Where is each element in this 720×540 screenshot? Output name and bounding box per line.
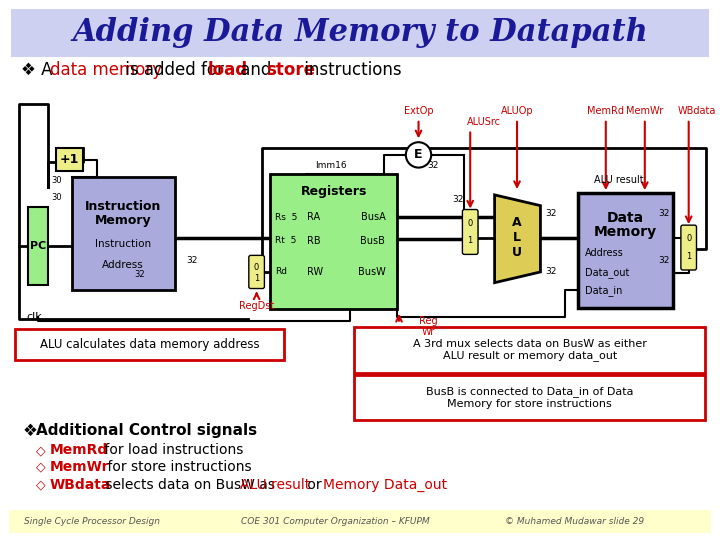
Text: Registers: Registers xyxy=(300,185,367,199)
Text: MemRd: MemRd xyxy=(50,443,108,457)
Text: 1: 1 xyxy=(467,236,473,245)
Text: data memory: data memory xyxy=(50,61,162,79)
Text: RegDst: RegDst xyxy=(239,301,274,311)
Text: for store instructions: for store instructions xyxy=(102,460,251,474)
Text: store: store xyxy=(266,61,315,79)
Text: 0: 0 xyxy=(686,234,691,244)
Text: 0: 0 xyxy=(467,219,473,228)
Text: RW: RW xyxy=(307,267,323,277)
FancyBboxPatch shape xyxy=(14,328,284,360)
Text: 30: 30 xyxy=(51,176,61,185)
Text: A 3rd mux selects data on BusW as either
ALU result or memory data_out: A 3rd mux selects data on BusW as either… xyxy=(413,339,647,361)
Text: BusA: BusA xyxy=(361,212,385,222)
Text: Single Cycle Processor Design: Single Cycle Processor Design xyxy=(24,517,160,526)
FancyBboxPatch shape xyxy=(11,9,709,57)
FancyBboxPatch shape xyxy=(55,148,83,172)
Text: WBdata: WBdata xyxy=(50,477,111,491)
Text: selects data on BusW as: selects data on BusW as xyxy=(101,477,279,491)
Circle shape xyxy=(406,142,431,167)
FancyBboxPatch shape xyxy=(28,207,48,285)
Text: MemRd: MemRd xyxy=(588,106,624,116)
Text: MemWr: MemWr xyxy=(626,106,663,116)
Text: ◇: ◇ xyxy=(36,478,46,491)
Text: WBdata: WBdata xyxy=(678,106,716,116)
Text: 32: 32 xyxy=(452,195,463,204)
Text: MemWr: MemWr xyxy=(50,460,109,474)
Text: BusW: BusW xyxy=(358,267,385,277)
Text: 32: 32 xyxy=(428,161,438,170)
FancyBboxPatch shape xyxy=(9,510,711,534)
Text: 32: 32 xyxy=(186,256,198,265)
Text: 1: 1 xyxy=(254,274,259,284)
Text: ALU calculates data memory address: ALU calculates data memory address xyxy=(40,338,259,350)
Text: COE 301 Computer Organization – KFUPM: COE 301 Computer Organization – KFUPM xyxy=(241,517,430,526)
Text: E: E xyxy=(414,148,423,161)
Text: ALU result: ALU result xyxy=(594,176,643,185)
Text: 1: 1 xyxy=(686,252,691,261)
Text: A
L
U: A L U xyxy=(512,217,522,259)
Text: Rd: Rd xyxy=(275,267,287,276)
Text: Memory Data_out: Memory Data_out xyxy=(323,477,447,491)
Text: 32: 32 xyxy=(546,267,557,276)
Text: Instruction: Instruction xyxy=(85,200,161,213)
Text: +1: +1 xyxy=(60,153,79,166)
Text: ◇: ◇ xyxy=(36,461,46,474)
Text: Data: Data xyxy=(607,211,644,225)
FancyBboxPatch shape xyxy=(270,174,397,309)
Text: ExtOp: ExtOp xyxy=(404,106,433,116)
Text: Data_out: Data_out xyxy=(585,267,630,279)
Text: 0: 0 xyxy=(254,262,259,272)
Text: ❖ A: ❖ A xyxy=(21,61,58,79)
Text: Address: Address xyxy=(102,260,144,270)
Text: and: and xyxy=(235,61,276,79)
Polygon shape xyxy=(495,195,541,282)
Text: is added for: is added for xyxy=(120,61,229,79)
Text: BusB: BusB xyxy=(361,236,385,246)
Text: © Muhamed Mudawar slide 29: © Muhamed Mudawar slide 29 xyxy=(505,517,644,526)
Text: 32: 32 xyxy=(546,209,557,218)
FancyBboxPatch shape xyxy=(577,193,673,308)
Text: Reg
Wr: Reg Wr xyxy=(419,316,438,338)
FancyBboxPatch shape xyxy=(354,327,706,373)
Text: PC: PC xyxy=(30,241,46,251)
Text: instructions: instructions xyxy=(299,61,401,79)
Text: 32: 32 xyxy=(659,256,670,265)
Text: ALUSrc: ALUSrc xyxy=(467,117,501,127)
Text: Additional Control signals: Additional Control signals xyxy=(36,423,257,438)
FancyBboxPatch shape xyxy=(354,375,706,420)
FancyBboxPatch shape xyxy=(72,177,175,289)
Text: RA: RA xyxy=(307,212,320,222)
Text: Imm16: Imm16 xyxy=(315,161,346,170)
Text: Address: Address xyxy=(585,248,624,259)
Text: Instruction: Instruction xyxy=(95,239,151,248)
Text: clk: clk xyxy=(27,312,42,322)
Text: 32: 32 xyxy=(134,271,145,279)
Text: for load instructions: for load instructions xyxy=(99,443,243,457)
Text: BusB is connected to Data_in of Data
Memory for store instructions: BusB is connected to Data_in of Data Mem… xyxy=(426,387,634,409)
Text: ALU result: ALU result xyxy=(240,477,310,491)
Text: 30: 30 xyxy=(51,193,61,202)
Text: RB: RB xyxy=(307,236,321,246)
Text: Adding Data Memory to Datapath: Adding Data Memory to Datapath xyxy=(72,17,648,49)
Text: 32: 32 xyxy=(659,209,670,218)
Text: or: or xyxy=(303,477,326,491)
FancyBboxPatch shape xyxy=(681,225,696,270)
Text: ◇: ◇ xyxy=(36,444,46,457)
Text: ❖: ❖ xyxy=(22,422,37,440)
Text: Data_in: Data_in xyxy=(585,285,623,296)
Text: load: load xyxy=(208,61,248,79)
FancyBboxPatch shape xyxy=(462,210,478,254)
Text: ALUOp: ALUOp xyxy=(500,106,534,116)
Text: Rs  5: Rs 5 xyxy=(275,213,297,222)
Text: Rt  5: Rt 5 xyxy=(275,236,297,245)
Text: Memory: Memory xyxy=(94,214,151,227)
Text: Memory: Memory xyxy=(594,225,657,239)
FancyBboxPatch shape xyxy=(249,255,264,288)
